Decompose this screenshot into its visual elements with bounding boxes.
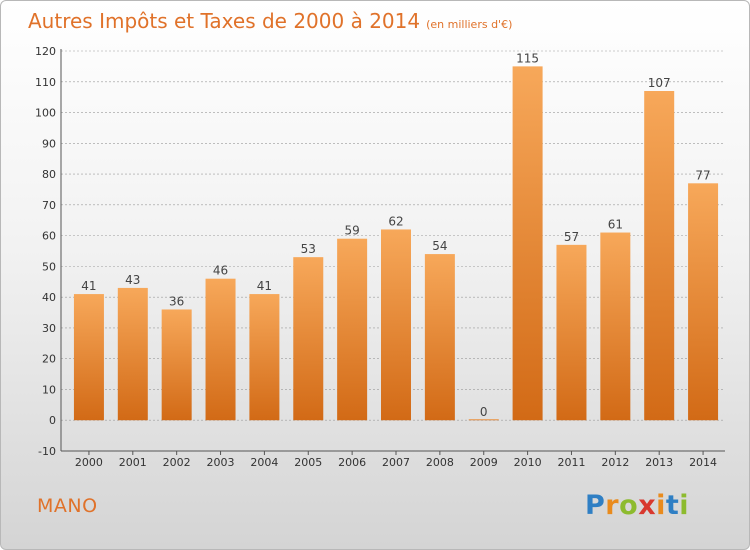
bars: 41 43 36 46 41 53 59 62 54 0 115 57 61 107 77	[73, 51, 719, 421]
x-tick-label: 2000	[75, 456, 103, 469]
x-tick-label: 2007	[382, 456, 410, 469]
logo-letter: i	[656, 490, 666, 521]
x-tick-label: 2004	[250, 456, 278, 469]
proxiti-logo: Proxiti	[585, 490, 689, 521]
data-label: 59	[344, 224, 359, 238]
chart-unit: (en milliers d'€)	[426, 18, 513, 31]
x-tick-label: 2005	[294, 456, 322, 469]
bar-2009	[468, 419, 499, 421]
y-tick-label: 50	[42, 260, 56, 273]
y-tick-label: 90	[42, 137, 56, 150]
y-tick-label: 10	[42, 383, 56, 396]
logo-letter: x	[638, 490, 657, 521]
x-tick-label: 2002	[163, 456, 191, 469]
y-tick-label: 40	[42, 291, 56, 304]
logo-letter: i	[679, 490, 690, 521]
x-tick-label: 2011	[557, 456, 585, 469]
x-tick-label: 2014	[689, 456, 717, 469]
data-label: 57	[564, 230, 579, 244]
x-tick-label: 2010	[514, 456, 542, 469]
bar-2003	[205, 278, 236, 421]
y-tick-label: 80	[42, 168, 56, 181]
data-label: 43	[125, 273, 140, 287]
data-label: 53	[301, 242, 316, 256]
chart-title-text: Autres Impôts et Taxes de 2000 à 2014	[28, 9, 421, 33]
logo-letter: o	[619, 490, 639, 521]
data-label: 41	[81, 279, 96, 293]
x-tick-label: 2003	[207, 456, 235, 469]
x-tick-label: 2001	[119, 456, 147, 469]
y-tick-label: 70	[42, 199, 56, 212]
y-tick-label: 0	[49, 414, 56, 427]
bar-2011	[556, 244, 587, 421]
chart-title: Autres Impôts et Taxes de 2000 à 2014 (en…	[28, 9, 512, 33]
y-tick-label: -10	[38, 445, 56, 458]
y-tick-label: 60	[42, 230, 56, 243]
y-axis: -10 0 10 20 30 40 50 60 70 80 90 100 110 120	[35, 45, 62, 458]
data-label: 0	[480, 405, 488, 419]
y-tick-label: 20	[42, 353, 56, 366]
x-tick-label: 2012	[601, 456, 629, 469]
x-tick-label: 2013	[645, 456, 673, 469]
data-label: 46	[213, 264, 228, 278]
bar-2012	[600, 232, 631, 421]
data-label: 36	[169, 294, 184, 308]
bar-2013	[644, 91, 675, 421]
y-tick-label: 120	[35, 45, 56, 58]
y-tick-label: 110	[35, 76, 56, 89]
x-tick-label: 2009	[470, 456, 498, 469]
data-label: 107	[648, 76, 671, 90]
data-label: 61	[608, 218, 623, 232]
x-axis: 2000 2001 2002 2003 2004 2005 2006 2007 2008 2009…	[61, 450, 725, 469]
bar-2010	[512, 66, 543, 421]
data-label: 77	[695, 168, 710, 182]
data-label: 41	[257, 279, 272, 293]
y-tick-label: 100	[35, 107, 56, 120]
logo-letter: P	[585, 490, 606, 521]
bar-2001	[117, 287, 148, 421]
commune-name: MANO	[37, 495, 98, 517]
bar-2000	[73, 294, 104, 421]
bar-2005	[293, 257, 324, 421]
data-label: 62	[388, 214, 403, 228]
logo-letter: t	[665, 490, 680, 521]
y-tick-label: 30	[42, 322, 56, 335]
x-tick-label: 2006	[338, 456, 366, 469]
bar-2007	[381, 229, 411, 421]
data-label: 115	[516, 51, 539, 65]
bar-2008	[424, 254, 455, 421]
bar-2014	[688, 183, 719, 421]
logo-letter: r	[605, 490, 620, 521]
x-tick-label: 2008	[426, 456, 454, 469]
bar-2002	[161, 309, 192, 421]
bar-2006	[337, 238, 368, 421]
data-label: 54	[432, 239, 447, 253]
bar-2004	[249, 294, 280, 421]
